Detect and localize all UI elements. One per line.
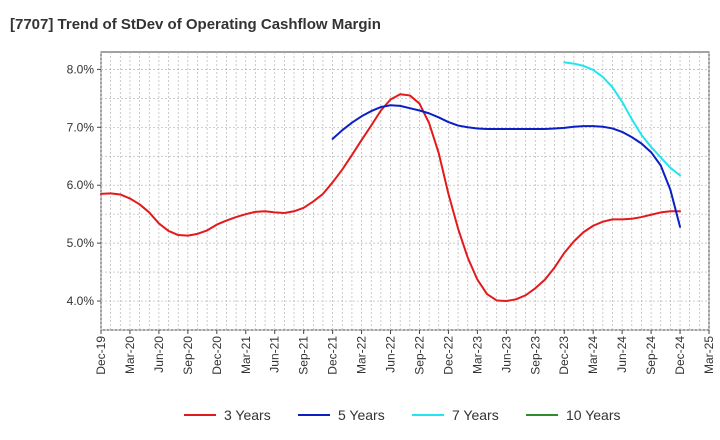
legend-item: 5 Years <box>298 407 385 423</box>
y-tick-label: 8.0% <box>67 62 95 76</box>
x-tick-label: Mar-20 <box>123 336 137 374</box>
y-tick-label: 5.0% <box>67 236 95 250</box>
x-tick-label: Jun-22 <box>384 336 398 373</box>
x-tick-label: Mar-21 <box>239 336 253 374</box>
y-tick-label: 7.0% <box>67 120 95 134</box>
legend: 3 Years 5 Years 7 Years 10 Years <box>184 407 621 423</box>
legend-item: 7 Years <box>412 407 499 423</box>
axes: 4.0% 5.0% 6.0% 7.0% 8.0% Dec-19 Mar-20 Jun-20 Se… <box>67 62 716 374</box>
x-tick-label: Jun-23 <box>499 336 513 373</box>
series-lines <box>100 61 682 303</box>
x-tick-label: Sep-20 <box>181 336 195 375</box>
x-tick-label: Mar-23 <box>470 336 484 374</box>
legend-label: 3 Years <box>224 407 271 423</box>
x-tick-label: Dec-21 <box>326 336 340 375</box>
x-tick-label: Jun-24 <box>615 336 629 373</box>
x-tick-label: Mar-24 <box>586 336 600 374</box>
legend-label: 7 Years <box>452 407 499 423</box>
x-tick-label: Jun-21 <box>268 336 282 373</box>
x-tick-label: Sep-21 <box>297 336 311 375</box>
x-tick-label: Dec-22 <box>441 336 455 375</box>
grid-lines <box>100 52 710 331</box>
x-tick-label: Sep-22 <box>412 336 426 375</box>
series-line-5-years <box>331 104 682 228</box>
legend-item: 3 Years <box>184 407 271 423</box>
x-tick-label: Jun-20 <box>152 336 166 373</box>
chart-title: [7707] Trend of StDev of Operating Cashf… <box>10 16 381 33</box>
legend-item: 10 Years <box>526 407 621 423</box>
series-line-3-years <box>100 93 682 303</box>
legend-label: 10 Years <box>566 407 621 423</box>
x-tick-label: Dec-23 <box>557 336 571 375</box>
x-tick-label: Mar-25 <box>702 336 716 374</box>
y-tick-label: 6.0% <box>67 178 95 192</box>
legend-label: 5 Years <box>338 407 385 423</box>
x-tick-label: Dec-20 <box>210 336 224 375</box>
x-tick-label: Sep-23 <box>528 336 542 375</box>
series-line-7-years <box>563 61 682 177</box>
x-tick-label: Dec-19 <box>94 336 108 375</box>
x-tick-label: Dec-24 <box>673 336 687 375</box>
x-tick-label: Mar-22 <box>355 336 369 374</box>
y-tick-label: 4.0% <box>67 294 95 308</box>
x-tick-label: Sep-24 <box>644 336 658 375</box>
